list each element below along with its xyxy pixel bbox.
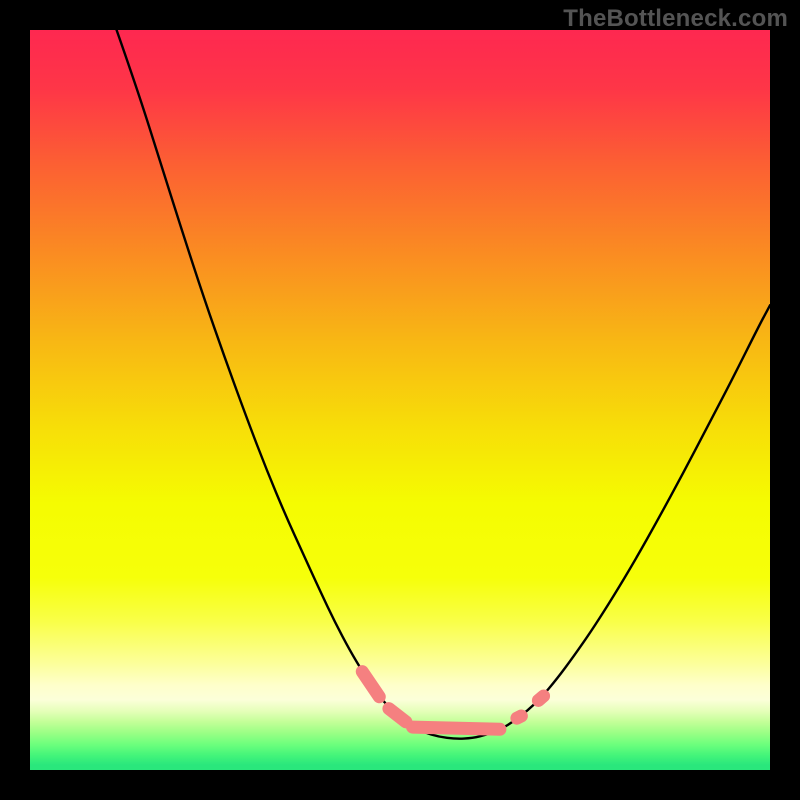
plot-frame — [30, 30, 770, 770]
highlight-segment — [362, 672, 379, 697]
highlight-segment — [517, 716, 521, 718]
watermark-text: TheBottleneck.com — [563, 5, 788, 33]
chart-stage: TheBottleneck.com — [0, 0, 800, 800]
highlight-segment — [413, 727, 500, 729]
highlight-segment — [538, 696, 543, 700]
highlight-segment — [389, 709, 406, 722]
curve-overlay — [30, 30, 770, 770]
bottleneck-curve — [117, 30, 770, 739]
